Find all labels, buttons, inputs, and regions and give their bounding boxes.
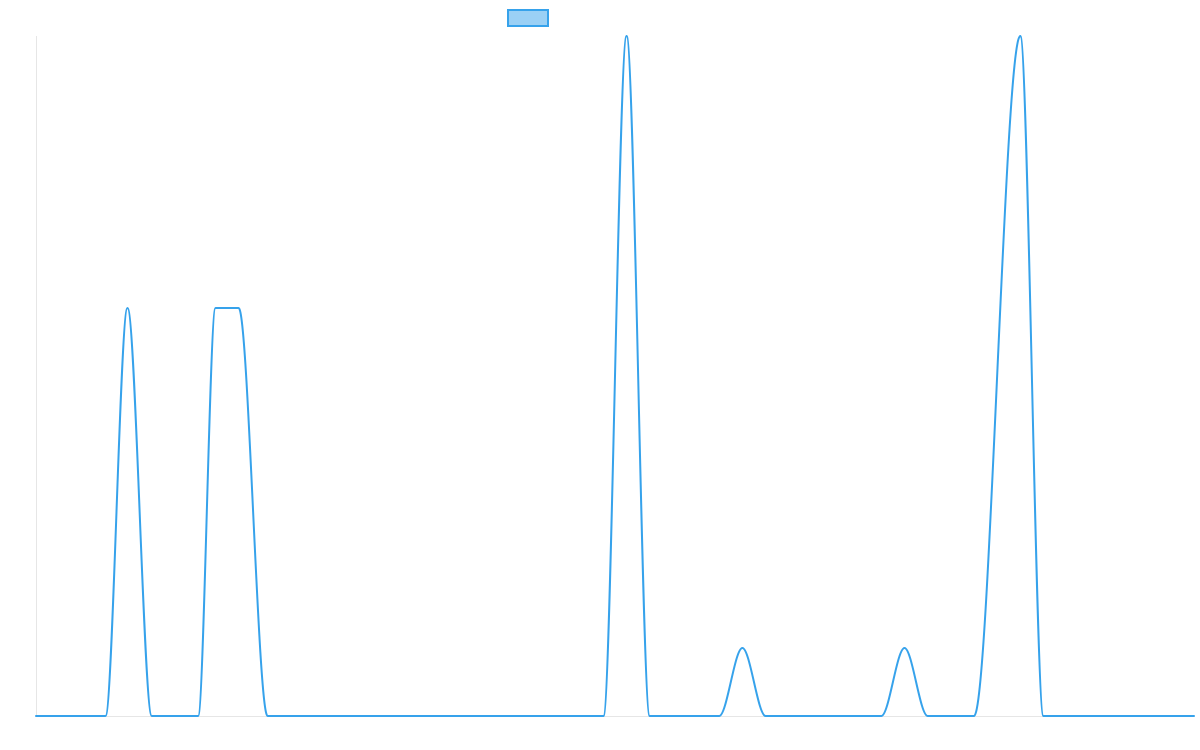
series-line-1 bbox=[35, 35, 1195, 718]
axes bbox=[36, 36, 1194, 717]
legend-swatch[interactable] bbox=[507, 9, 549, 27]
legend[interactable] bbox=[507, 9, 549, 27]
series-layer bbox=[35, 35, 1195, 718]
